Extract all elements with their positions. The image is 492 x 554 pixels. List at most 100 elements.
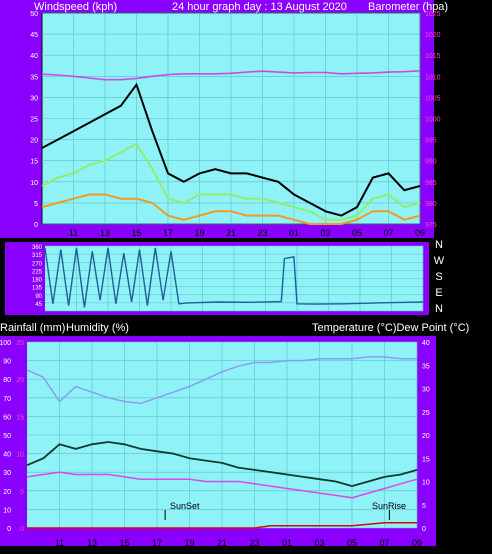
humidity-tick-label: 70 bbox=[3, 396, 11, 403]
wind-right-tick-label: 980 bbox=[425, 201, 437, 208]
wind-left-tick-label: 50 bbox=[30, 11, 38, 18]
humidity-tick-label: 60 bbox=[3, 414, 11, 421]
temp-series-rainfall bbox=[27, 522, 417, 529]
wind-x-tick-label: 15 bbox=[131, 228, 141, 238]
temperature-tick-label: 35 bbox=[422, 363, 430, 370]
wind-x-tick-label: 07 bbox=[383, 228, 393, 238]
humidity-tick-label: 50 bbox=[3, 433, 11, 440]
direction-compass-label: N bbox=[435, 303, 443, 315]
humidity-tick-label: 40 bbox=[3, 452, 11, 459]
temperature-tick-label: 0 bbox=[422, 526, 426, 533]
grid-lines bbox=[27, 12, 424, 529]
temp-x-tick-label: 17 bbox=[152, 538, 162, 548]
wind-right-tick-label: 1020 bbox=[425, 32, 441, 39]
wind-x-tick-label: 09 bbox=[415, 228, 425, 238]
wind-series-gust bbox=[41, 82, 421, 217]
wind-series-min bbox=[41, 193, 421, 225]
temp-series-humidity bbox=[26, 356, 417, 405]
direction-tick-label: 270 bbox=[32, 261, 43, 267]
wind-x-tick-label: 01 bbox=[289, 228, 299, 238]
temp-x-tick-label: 05 bbox=[347, 538, 357, 548]
wind-axis-label: Windspeed (kph) bbox=[34, 1, 117, 13]
wind-right-tick-label: 995 bbox=[425, 138, 437, 145]
temp-x-tick-label: 01 bbox=[282, 538, 292, 548]
direction-compass-label: W bbox=[434, 255, 445, 267]
humidity-tick-label: 30 bbox=[3, 470, 11, 477]
temperature-tick-label: 30 bbox=[422, 387, 430, 394]
wind-right-tick-label: 1015 bbox=[425, 53, 441, 60]
rainfall-tick-label: 10 bbox=[16, 452, 24, 459]
temp-x-tick-label: 07 bbox=[379, 538, 389, 548]
temperature-tick-label: 20 bbox=[422, 433, 430, 440]
wind-right-tick-label: 1010 bbox=[425, 74, 441, 81]
humidity-tick-label: 80 bbox=[3, 377, 11, 384]
barometer-axis-label: Barometer (hpa) bbox=[368, 1, 448, 13]
direction-tick-label: 135 bbox=[32, 286, 43, 292]
humidity-tick-label: 0 bbox=[7, 526, 11, 533]
direction-tick-label: 225 bbox=[32, 269, 43, 275]
direction-series bbox=[44, 247, 424, 308]
wind-x-tick-label: 03 bbox=[320, 228, 330, 238]
direction-tick-label: 90 bbox=[35, 294, 42, 300]
humidity-tick-label: 90 bbox=[3, 359, 11, 366]
direction-compass-label: E bbox=[435, 287, 442, 299]
temp-x-tick-label: 11 bbox=[55, 538, 64, 548]
direction-compass-label: S bbox=[435, 271, 442, 283]
rainfall-tick-label: 15 bbox=[16, 414, 24, 421]
temp-x-tick-label: 21 bbox=[217, 538, 227, 548]
chart-title: 24 hour graph day : 13 August 2020 bbox=[172, 1, 347, 13]
temp-x-tick-label: 09 bbox=[412, 538, 422, 548]
wind-series-avg bbox=[41, 142, 421, 221]
wind-left-tick-label: 0 bbox=[34, 222, 38, 229]
temp-x-tick-label: 23 bbox=[249, 538, 259, 548]
humidity-axis-label: Humidity (%) bbox=[66, 322, 129, 334]
rainfall-tick-label: 25 bbox=[16, 340, 24, 347]
wind-right-tick-label: 1000 bbox=[425, 117, 441, 124]
sunrise-label: SunRise bbox=[372, 501, 406, 511]
wind-x-tick-label: 17 bbox=[163, 228, 173, 238]
wind-right-tick-label: 985 bbox=[425, 180, 437, 187]
temp-series-dewpoint bbox=[26, 471, 418, 499]
rainfall-axis-label: Rainfall (mm) bbox=[0, 322, 65, 334]
temperature-tick-label: 15 bbox=[422, 456, 430, 463]
wind-left-tick-label: 35 bbox=[30, 74, 38, 81]
wind-left-tick-label: 45 bbox=[30, 32, 38, 39]
tick-labels: 0510152025303540455097598098599099510001… bbox=[0, 11, 445, 548]
wind-left-tick-label: 25 bbox=[30, 117, 38, 124]
wind-left-tick-label: 10 bbox=[30, 180, 38, 187]
humidity-tick-label: 20 bbox=[3, 489, 11, 496]
data-marks bbox=[26, 70, 424, 529]
temperature-axis-label: Temperature (°C)Dew Point (°C) bbox=[312, 322, 469, 334]
humidity-tick-label: 10 bbox=[3, 507, 11, 514]
wind-x-tick-label: 23 bbox=[257, 228, 267, 238]
direction-tick-label: 180 bbox=[32, 278, 43, 284]
wind-left-tick-label: 30 bbox=[30, 95, 38, 102]
wind-left-tick-label: 5 bbox=[34, 201, 38, 208]
direction-tick-label: 360 bbox=[32, 245, 43, 251]
temp-x-tick-label: 19 bbox=[184, 538, 194, 548]
temp-series-temperature bbox=[26, 441, 418, 488]
wind-left-tick-label: 20 bbox=[30, 138, 38, 145]
direction-tick-label: 45 bbox=[35, 302, 42, 308]
temperature-tick-label: 25 bbox=[422, 410, 430, 417]
wind-x-tick-label: 11 bbox=[69, 228, 78, 238]
direction-compass-label: N bbox=[435, 239, 443, 251]
temp-x-tick-label: 13 bbox=[87, 538, 97, 548]
wind-right-tick-label: 1005 bbox=[425, 95, 441, 102]
temperature-tick-label: 5 bbox=[422, 503, 426, 510]
wind-x-tick-label: 21 bbox=[226, 228, 236, 238]
wind-x-tick-label: 05 bbox=[352, 228, 362, 238]
wind-x-tick-label: 19 bbox=[194, 228, 204, 238]
wind-series-barometer bbox=[41, 70, 421, 81]
wind-right-tick-label: 990 bbox=[425, 159, 437, 166]
wind-right-tick-label: 1025 bbox=[425, 11, 441, 18]
wind-left-tick-label: 15 bbox=[30, 159, 38, 166]
temperature-tick-label: 10 bbox=[422, 480, 430, 487]
temp-x-tick-label: 15 bbox=[119, 538, 129, 548]
humidity-tick-label: 100 bbox=[0, 340, 11, 347]
rainfall-tick-label: 5 bbox=[20, 489, 24, 496]
direction-tick-label: 315 bbox=[32, 253, 43, 259]
temp-x-tick-label: 03 bbox=[314, 538, 324, 548]
wind-x-tick-label: 13 bbox=[100, 228, 110, 238]
